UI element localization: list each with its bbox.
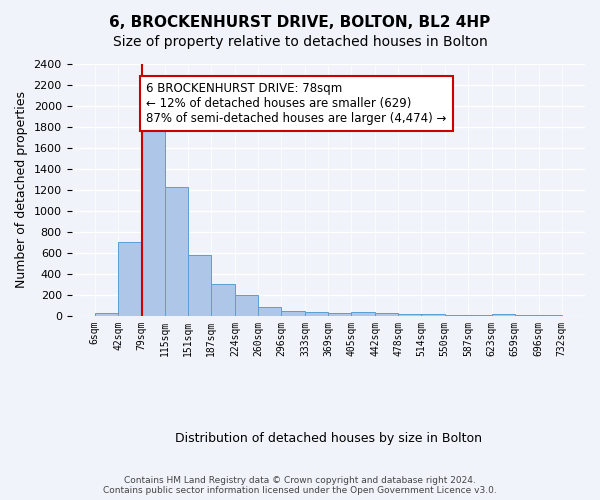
Y-axis label: Number of detached properties: Number of detached properties [15,91,28,288]
Bar [235,294,258,316]
Bar [95,314,118,316]
Bar [328,313,352,316]
Bar [515,315,539,316]
Bar [421,314,445,316]
Bar [188,255,211,316]
Text: Contains HM Land Registry data © Crown copyright and database right 2024.
Contai: Contains HM Land Registry data © Crown c… [103,476,497,495]
Bar [142,111,165,316]
Bar [375,314,398,316]
Bar [118,242,142,316]
Bar [211,284,235,316]
Bar [281,312,305,316]
Bar [352,312,375,316]
Bar [469,315,491,316]
X-axis label: Distribution of detached houses by size in Bolton: Distribution of detached houses by size … [175,432,482,445]
Bar [491,314,515,316]
Text: 6, BROCKENHURST DRIVE, BOLTON, BL2 4HP: 6, BROCKENHURST DRIVE, BOLTON, BL2 4HP [109,15,491,30]
Bar [165,186,188,316]
Bar [445,315,469,316]
Text: 6 BROCKENHURST DRIVE: 78sqm
← 12% of detached houses are smaller (629)
87% of se: 6 BROCKENHURST DRIVE: 78sqm ← 12% of det… [146,82,446,125]
Bar [305,312,328,316]
Text: Size of property relative to detached houses in Bolton: Size of property relative to detached ho… [113,35,487,49]
Bar [398,314,421,316]
Bar [258,307,281,316]
